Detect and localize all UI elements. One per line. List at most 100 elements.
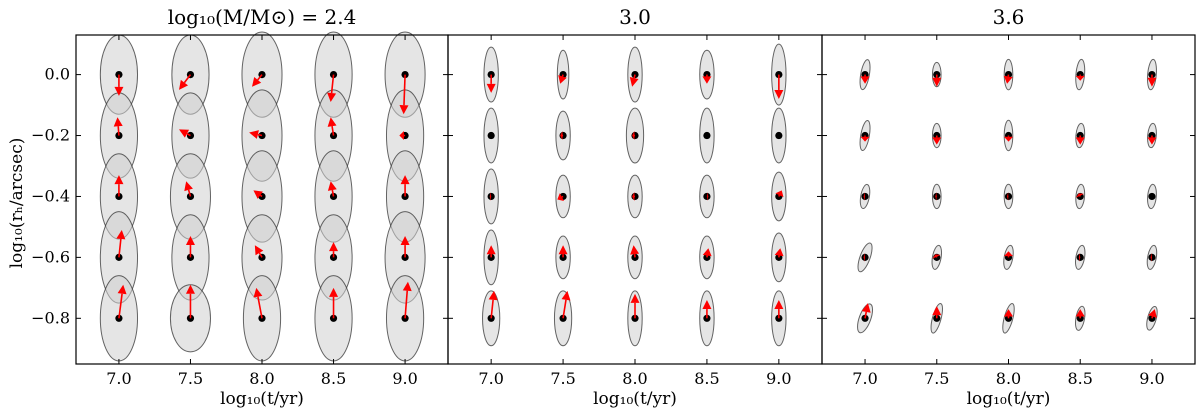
offset-arrow	[257, 74, 263, 81]
true-position-dot	[487, 131, 495, 140]
offset-arrowhead	[702, 76, 712, 84]
offset-arrow	[864, 311, 868, 319]
offset-arrowhead	[1004, 136, 1013, 142]
offset-arrowhead	[116, 229, 126, 240]
offset-arrowhead	[707, 191, 709, 201]
x-axis-label-2: log₁₀(t/yr)	[593, 389, 677, 409]
offset-arrowhead	[184, 181, 193, 192]
offset-arrowhead	[1007, 191, 1009, 201]
offset-arrowhead	[1075, 137, 1085, 145]
offset-arrowhead	[560, 131, 563, 141]
offset-arrowhead	[558, 75, 567, 84]
offset-arrow	[257, 133, 263, 137]
offset-arrow	[331, 126, 335, 136]
offset-arrowhead	[863, 252, 865, 262]
offset-arrowhead	[327, 117, 337, 127]
offset-arrowhead	[251, 76, 262, 87]
offset-arrow	[118, 238, 122, 258]
offset-arrowhead	[1003, 75, 1013, 84]
x-tick-label: 7.0	[852, 369, 877, 388]
offset-arrowhead	[632, 191, 635, 201]
axes: 7.0 7.5 8.0 8.5 9.0	[821, 34, 1196, 388]
offset-arrowhead	[774, 300, 784, 310]
offset-arrowhead	[630, 245, 640, 255]
offset-arrowhead	[399, 131, 404, 141]
offset-arrowhead	[774, 248, 784, 257]
offset-arrowhead	[935, 191, 937, 201]
offset-arrowhead	[630, 293, 640, 303]
x-axis-label-1: log₁₀(t/yr)	[220, 389, 304, 409]
offset-arrowhead	[179, 129, 190, 138]
offset-arrowhead	[932, 137, 942, 145]
offset-arrowhead	[860, 76, 870, 84]
true-position-dot	[703, 131, 711, 140]
offset-arrowhead	[1147, 77, 1157, 87]
offset-arrowhead	[486, 245, 496, 255]
offset-arrow	[778, 194, 781, 197]
x-tick-label: 8.5	[1068, 369, 1093, 388]
offset-arrowhead	[557, 193, 565, 202]
offset-arrowhead	[932, 306, 942, 316]
offset-arrow	[404, 290, 409, 319]
panel-2: 3.0 log₁₀(t/yr) 7.0 7.5 8.0 8.5 9.0	[447, 5, 823, 409]
offset-arrowhead	[1075, 193, 1085, 198]
offset-arrow	[561, 74, 564, 77]
y-tick-label: −0.4	[31, 186, 70, 205]
panel-3: 3.6 log₁₀(t/yr) 7.0 7.5 8.0 8.5 9.0	[821, 5, 1196, 409]
y-tick-label: −0.2	[31, 126, 70, 145]
true-position-dot	[1148, 192, 1156, 201]
offset-arrowhead	[932, 254, 941, 259]
panel-title-3: 3.6	[993, 5, 1025, 29]
offset-arrowhead	[400, 175, 410, 185]
offset-arrowhead	[932, 77, 942, 87]
offset-arrowhead	[117, 284, 127, 295]
offset-arrowhead	[486, 83, 496, 93]
offset-arrowhead	[253, 190, 263, 199]
y-tick-label: −0.6	[31, 247, 70, 266]
offset-arrowhead	[561, 290, 571, 301]
offset-arrowhead	[1075, 75, 1085, 81]
offset-arrowhead	[179, 79, 189, 90]
offset-arrow	[633, 74, 636, 79]
offset-arrowhead	[488, 290, 498, 301]
offset-arrowhead	[629, 76, 639, 87]
x-tick-label: 8.5	[321, 369, 346, 388]
offset-arrowhead	[774, 89, 784, 99]
panel-1: log₁₀(M/M⊙) = 2.4 log₁₀(t/yr) 7.0 7.5 8.0 8.5…	[31, 5, 449, 409]
x-tick-label: 7.0	[478, 369, 503, 388]
x-tick-label: 7.0	[106, 369, 131, 388]
offset-arrowhead	[327, 92, 337, 103]
offset-arrow	[258, 252, 263, 258]
offset-arrow	[257, 296, 263, 319]
offset-arrow	[118, 293, 123, 319]
x-tick-label: 9.0	[392, 369, 417, 388]
offset-arrowhead	[1147, 137, 1157, 145]
x-axis-label-3: log₁₀(t/yr)	[967, 389, 1051, 409]
offset-arrowhead	[558, 245, 568, 255]
offset-arrow	[561, 195, 564, 198]
offset-arrowhead	[402, 281, 412, 292]
offset-arrowhead	[114, 175, 124, 185]
panel-title-2: 3.0	[619, 5, 651, 29]
true-position-dot	[933, 192, 941, 201]
x-tick-label: 9.0	[766, 369, 791, 388]
axes: 7.0 7.5 8.0 8.5 9.0 0.0 −0.2 −0.4 −0.6 −0.8	[31, 34, 449, 388]
data-points	[99, 31, 426, 362]
offset-arrow	[187, 189, 192, 197]
offset-arrowhead	[863, 191, 865, 201]
offset-arrow	[117, 126, 120, 136]
offset-arrowhead	[1004, 251, 1013, 257]
offset-arrowhead	[861, 303, 871, 313]
offset-arrowhead	[1148, 309, 1157, 318]
data-points	[482, 43, 787, 347]
offset-arrow	[183, 74, 192, 84]
offset-arrowhead	[632, 131, 635, 141]
y-axis-label: log₁₀(rₕ/arcsec)	[7, 138, 27, 269]
offset-arrowhead	[400, 236, 410, 246]
offset-arrowhead	[860, 136, 870, 142]
offset-arrowhead	[254, 245, 264, 256]
offset-arrowhead	[114, 86, 124, 96]
panels: log₁₀(M/M⊙) = 2.4 log₁₀(t/yr) 7.0 7.5 8.0 8.5…	[31, 5, 1196, 409]
